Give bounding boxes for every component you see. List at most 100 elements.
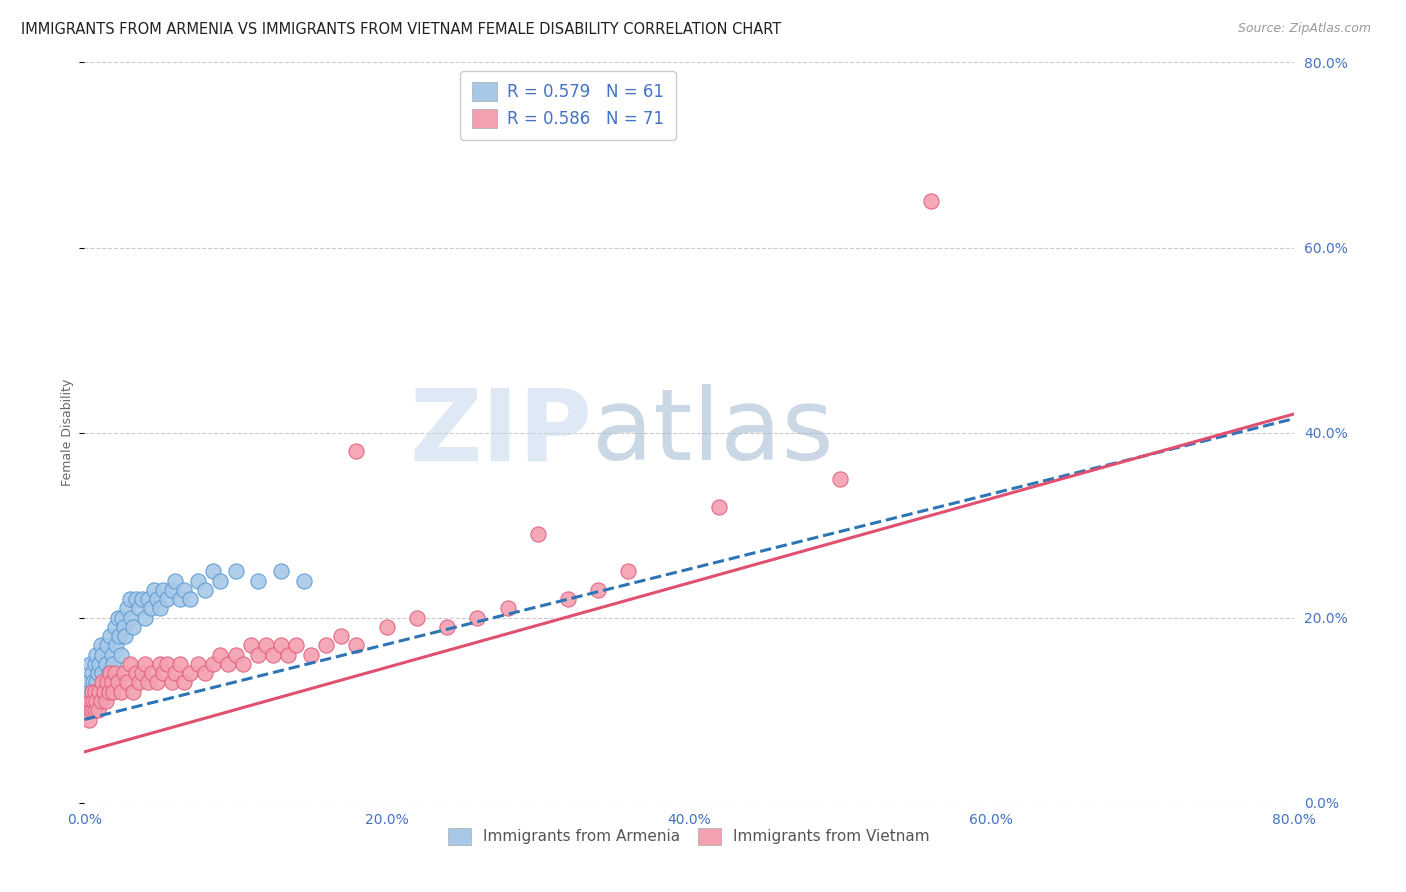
- Point: [107, 610, 129, 624]
- Point: [315, 639, 337, 653]
- Point: [118, 657, 141, 671]
- Point: [80, 685, 103, 699]
- Point: [125, 592, 148, 607]
- Point: [270, 639, 292, 653]
- Point: [134, 610, 156, 624]
- Point: [77, 685, 100, 699]
- Point: [920, 194, 942, 209]
- Point: [114, 629, 136, 643]
- Point: [270, 565, 292, 579]
- Point: [82, 675, 104, 690]
- Point: [94, 694, 117, 708]
- Point: [128, 601, 150, 615]
- Point: [299, 648, 322, 662]
- Point: [496, 601, 519, 615]
- Point: [118, 592, 141, 607]
- Point: [87, 703, 110, 717]
- Point: [277, 648, 299, 662]
- Point: [247, 648, 270, 662]
- Point: [112, 620, 135, 634]
- Point: [194, 666, 217, 681]
- Point: [121, 685, 143, 699]
- Text: ZIP: ZIP: [409, 384, 592, 481]
- Point: [96, 639, 118, 653]
- Point: [110, 648, 132, 662]
- Point: [84, 685, 107, 699]
- Point: [97, 666, 120, 681]
- Point: [84, 657, 107, 671]
- Point: [101, 685, 124, 699]
- Point: [93, 685, 115, 699]
- Point: [285, 639, 308, 653]
- Y-axis label: Female Disability: Female Disability: [60, 379, 75, 486]
- Point: [262, 648, 284, 662]
- Point: [79, 657, 101, 671]
- Point: [105, 639, 128, 653]
- Point: [375, 620, 398, 634]
- Point: [86, 648, 108, 662]
- Point: [91, 675, 114, 690]
- Point: [120, 610, 142, 624]
- Point: [104, 666, 127, 681]
- Point: [134, 657, 156, 671]
- Point: [187, 657, 209, 671]
- Point: [98, 666, 121, 681]
- Point: [217, 657, 239, 671]
- Point: [107, 675, 129, 690]
- Point: [160, 675, 183, 690]
- Point: [232, 657, 254, 671]
- Point: [136, 675, 159, 690]
- Point: [76, 703, 98, 717]
- Point: [89, 657, 111, 671]
- Point: [617, 565, 640, 579]
- Point: [209, 574, 232, 588]
- Point: [165, 666, 187, 681]
- Point: [110, 685, 132, 699]
- Point: [201, 565, 224, 579]
- Point: [160, 582, 183, 597]
- Point: [82, 694, 104, 708]
- Point: [125, 666, 148, 681]
- Point: [436, 620, 458, 634]
- Point: [149, 657, 172, 671]
- Point: [79, 694, 101, 708]
- Point: [201, 657, 224, 671]
- Point: [588, 582, 610, 597]
- Point: [179, 592, 201, 607]
- Point: [179, 666, 201, 681]
- Point: [101, 657, 124, 671]
- Point: [830, 472, 852, 486]
- Point: [225, 648, 247, 662]
- Point: [89, 685, 111, 699]
- Text: IMMIGRANTS FROM ARMENIA VS IMMIGRANTS FROM VIETNAM FEMALE DISABILITY CORRELATION: IMMIGRANTS FROM ARMENIA VS IMMIGRANTS FR…: [21, 22, 782, 37]
- Point: [97, 685, 120, 699]
- Point: [79, 703, 101, 717]
- Point: [108, 629, 131, 643]
- Point: [146, 592, 169, 607]
- Point: [86, 694, 108, 708]
- Point: [187, 574, 209, 588]
- Point: [121, 620, 143, 634]
- Point: [91, 666, 114, 681]
- Point: [557, 592, 579, 607]
- Point: [77, 713, 100, 727]
- Point: [111, 610, 134, 624]
- Point: [225, 565, 247, 579]
- Point: [90, 694, 112, 708]
- Point: [165, 574, 187, 588]
- Point: [89, 685, 111, 699]
- Point: [254, 639, 277, 653]
- Point: [82, 694, 104, 708]
- Point: [80, 685, 103, 699]
- Point: [93, 675, 115, 690]
- Point: [131, 592, 153, 607]
- Point: [209, 648, 232, 662]
- Point: [292, 574, 315, 588]
- Point: [115, 601, 138, 615]
- Point: [87, 666, 110, 681]
- Point: [128, 675, 150, 690]
- Point: [100, 648, 122, 662]
- Point: [156, 592, 179, 607]
- Point: [194, 582, 217, 597]
- Point: [136, 592, 159, 607]
